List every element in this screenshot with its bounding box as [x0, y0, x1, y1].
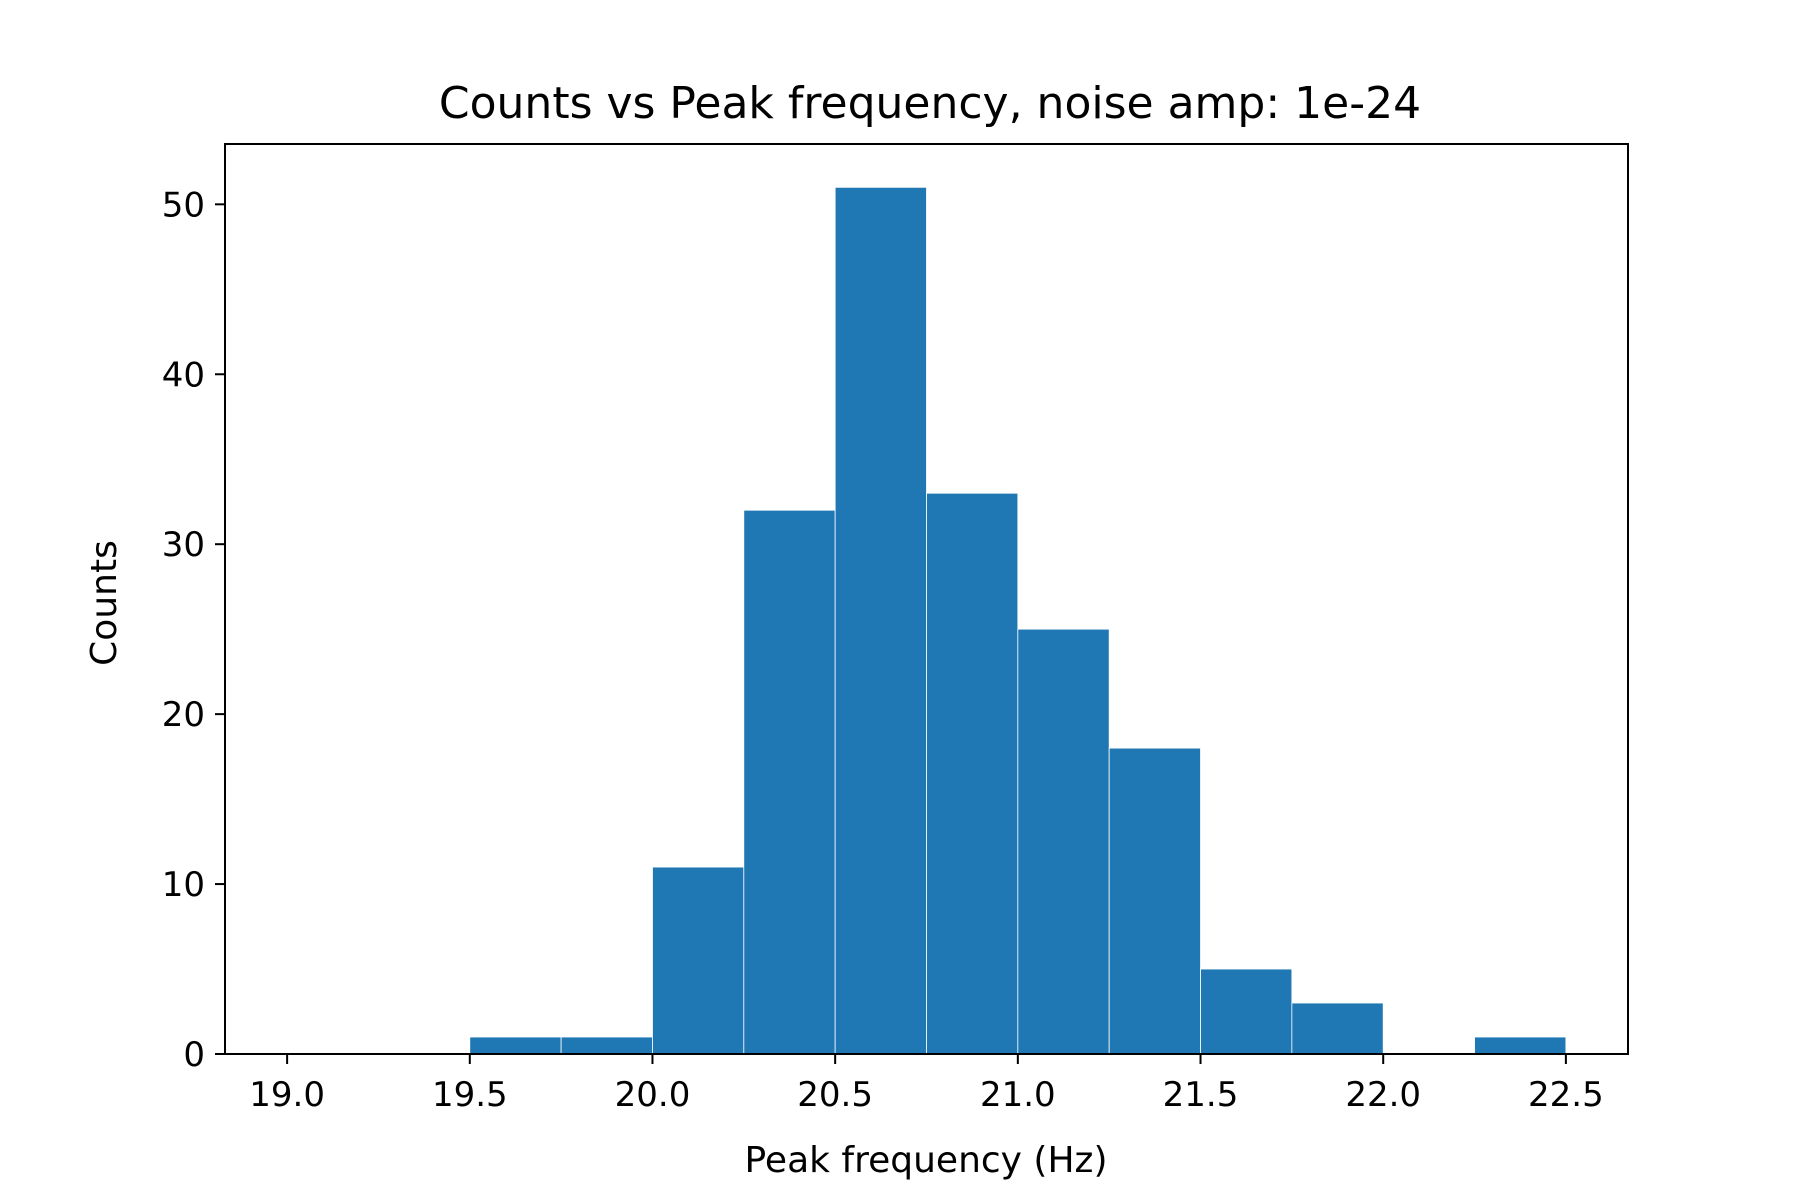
y-tick-label: 20	[162, 695, 205, 735]
x-tick-label: 22.5	[1528, 1075, 1604, 1115]
histogram-bar	[743, 509, 836, 1055]
x-axis: 19.0 19.5 20.0 20.5 21.0 21.5 22.0 22.5	[249, 1054, 1604, 1115]
histogram-bar	[560, 1036, 653, 1055]
x-tick-label: 21.5	[1163, 1075, 1239, 1115]
histogram-bar	[1017, 628, 1110, 1055]
histogram-bar	[1108, 747, 1201, 1055]
x-tick-label: 19.0	[249, 1075, 325, 1115]
histogram-bar	[469, 1036, 562, 1055]
x-tick-label: 20.5	[797, 1075, 873, 1115]
x-tick-label: 22.0	[1345, 1075, 1421, 1115]
bars-layer	[469, 186, 1567, 1055]
histogram-bar	[652, 866, 745, 1055]
plot-frame	[224, 143, 1629, 1055]
chart-title: Counts vs Peak frequency, noise amp: 1e-…	[439, 78, 1421, 129]
y-axis-label: Counts	[84, 540, 125, 666]
x-axis-label: Peak frequency (Hz)	[745, 1140, 1108, 1181]
y-tick-label: 30	[162, 525, 205, 565]
x-tick-label: 21.0	[980, 1075, 1056, 1115]
y-axis: 0 10 20 30 40 50	[162, 185, 225, 1075]
y-tick-label: 40	[162, 355, 205, 395]
histogram-bar	[1474, 1036, 1567, 1055]
x-tick-label: 20.0	[615, 1075, 691, 1115]
y-tick-label: 10	[162, 865, 205, 905]
histogram-bar	[1200, 968, 1293, 1055]
x-tick-label: 19.5	[432, 1075, 508, 1115]
y-tick-label: 50	[162, 185, 205, 225]
y-tick-label: 0	[183, 1035, 205, 1075]
histogram-bar	[926, 492, 1019, 1055]
histogram-bar	[1291, 1002, 1384, 1055]
histogram-bar	[834, 186, 927, 1055]
